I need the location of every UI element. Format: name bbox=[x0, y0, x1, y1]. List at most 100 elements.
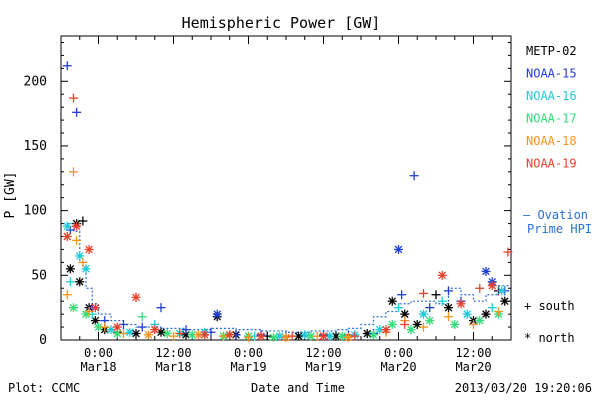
y-tick-label: 200 bbox=[24, 74, 47, 89]
south-marker-point bbox=[100, 322, 110, 332]
data-points bbox=[62, 61, 513, 342]
south-marker-point bbox=[503, 247, 513, 257]
x-tick-label-date: Mar20 bbox=[380, 360, 416, 374]
south-marker-point bbox=[400, 319, 410, 329]
north-marker-point bbox=[369, 330, 378, 340]
north-marker-point bbox=[300, 330, 310, 340]
x-axis-ticks: 0:00Mar1812:00Mar180:00Mar1912:00Mar190:… bbox=[79, 36, 512, 374]
south-marker-point bbox=[72, 107, 82, 117]
north-marker-point bbox=[462, 309, 472, 319]
south-marker-point bbox=[62, 290, 72, 300]
north-marker-point bbox=[90, 316, 100, 326]
y-tick-label: 150 bbox=[24, 139, 47, 154]
north-marker-point bbox=[444, 303, 453, 313]
north-marker-point bbox=[62, 232, 72, 242]
south-marker-point bbox=[469, 319, 478, 329]
south-marker-point bbox=[487, 303, 497, 313]
north-marker-point bbox=[65, 264, 75, 274]
north-marker-point bbox=[475, 316, 485, 326]
x-tick-label-date: Mar19 bbox=[305, 360, 341, 374]
x-tick-label-time: 0:00 bbox=[84, 346, 113, 360]
south-marker-point bbox=[72, 235, 82, 245]
south-marker-point bbox=[137, 322, 147, 332]
south-marker-point bbox=[419, 288, 428, 298]
plot-frame bbox=[60, 35, 512, 341]
north-marker-point bbox=[125, 327, 135, 337]
south-marker-point bbox=[494, 307, 503, 317]
north-marker-point bbox=[419, 309, 428, 319]
north-marker-point bbox=[387, 296, 397, 306]
x-tick-label-date: Mar18 bbox=[155, 360, 191, 374]
legend-satellite-label: METP-02 bbox=[526, 44, 577, 58]
south-marker-point bbox=[444, 312, 453, 322]
legend-satellite-label: NOAA-16 bbox=[526, 89, 577, 103]
south-marker-point bbox=[69, 167, 78, 177]
south-marker-point bbox=[287, 331, 297, 341]
x-tick-label-time: 12:00 bbox=[455, 346, 491, 360]
south-marker-point bbox=[425, 303, 435, 313]
south-marker-point bbox=[475, 283, 485, 293]
south-marker-point bbox=[62, 61, 72, 71]
north-marker-point bbox=[406, 325, 416, 335]
y-tick-label: 100 bbox=[24, 204, 47, 219]
north-marker-point bbox=[381, 325, 391, 335]
south-marker-point bbox=[350, 331, 360, 341]
north-marker-point bbox=[497, 286, 507, 296]
north-marker-point bbox=[72, 221, 82, 231]
x-axis-label: Date and Time bbox=[251, 381, 345, 395]
footer-timestamp: 2013/03/20 19:20:06 bbox=[455, 381, 592, 395]
north-marker-point bbox=[131, 329, 141, 339]
y-axis-label: P [GW] bbox=[3, 172, 18, 219]
x-tick-label-date: Mar19 bbox=[230, 360, 266, 374]
south-marker-point bbox=[84, 307, 94, 317]
north-marker-point bbox=[481, 309, 491, 319]
north-marker-point bbox=[450, 319, 460, 329]
north-marker-point bbox=[69, 303, 78, 313]
north-marker-point bbox=[187, 330, 197, 340]
north-marker-point bbox=[212, 309, 222, 319]
south-marker-point bbox=[65, 277, 75, 287]
north-marker-point bbox=[281, 332, 291, 342]
north-marker-point bbox=[162, 329, 172, 339]
north-marker-point bbox=[487, 281, 497, 291]
north-marker-point bbox=[75, 251, 85, 261]
legend-north-marker: * north bbox=[524, 331, 575, 345]
north-marker-point bbox=[75, 277, 85, 287]
north-marker-point bbox=[344, 332, 353, 342]
south-marker-point bbox=[175, 329, 185, 339]
north-marker-point bbox=[256, 331, 266, 341]
legend-south-marker: + south bbox=[524, 299, 575, 313]
north-marker-point bbox=[481, 266, 491, 276]
north-marker-point bbox=[200, 330, 210, 340]
north-marker-point bbox=[425, 316, 435, 326]
y-tick-label: 50 bbox=[31, 268, 47, 283]
south-marker-point bbox=[444, 286, 453, 296]
south-marker-point bbox=[219, 331, 228, 341]
x-tick-label-time: 0:00 bbox=[384, 346, 413, 360]
south-marker-point bbox=[437, 296, 447, 306]
x-tick-label-time: 12:00 bbox=[155, 346, 191, 360]
north-marker-point bbox=[394, 244, 403, 254]
north-marker-point bbox=[325, 331, 335, 341]
legend-satellite-label: NOAA-17 bbox=[526, 112, 577, 126]
north-marker-point bbox=[144, 330, 153, 340]
south-marker-point bbox=[137, 312, 147, 322]
y-axis-ticks: 0 50 100 150 200 bbox=[24, 41, 511, 348]
north-marker-point bbox=[337, 331, 347, 341]
x-tick-label-time: 0:00 bbox=[234, 346, 263, 360]
north-marker-point bbox=[225, 330, 235, 340]
south-marker-point bbox=[431, 290, 441, 300]
north-marker-point bbox=[90, 303, 100, 313]
x-tick-label-date: Mar20 bbox=[455, 360, 491, 374]
south-marker-point bbox=[419, 322, 428, 332]
x-tick-label-time: 12:00 bbox=[305, 346, 341, 360]
north-marker-point bbox=[500, 296, 510, 306]
south-marker-point bbox=[78, 216, 88, 226]
north-marker-point bbox=[319, 331, 328, 341]
north-marker-point bbox=[437, 270, 447, 280]
legend-satellite-label: NOAA-19 bbox=[526, 157, 577, 171]
legend-satellite-label: NOAA-15 bbox=[526, 67, 577, 81]
chart-title: Hemispheric Power [GW] bbox=[182, 14, 381, 32]
south-marker-point bbox=[119, 329, 128, 339]
